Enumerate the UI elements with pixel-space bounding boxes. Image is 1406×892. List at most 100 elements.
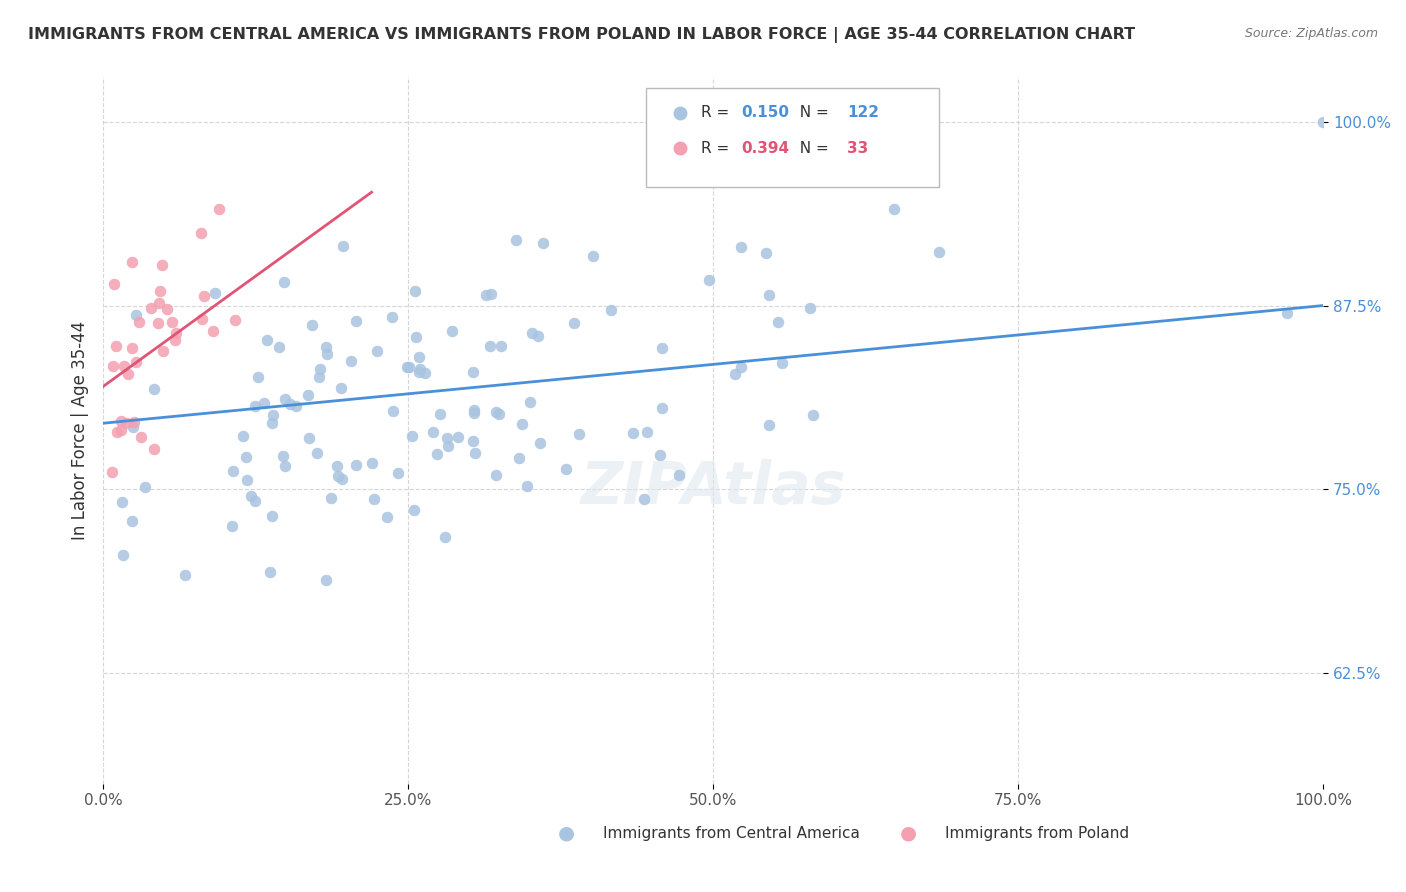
Point (128, 315, 150, 329)
Point (520, 326, 543, 340)
Point (121, 341, 143, 355)
Text: Source: ZipAtlas.com: Source: ZipAtlas.com (1244, 27, 1378, 40)
Point (201, 324, 224, 338)
Point (143, 382, 166, 396)
Point (437, 439, 460, 453)
Point (160, 315, 183, 329)
Point (633, 491, 655, 506)
Point (382, 404, 405, 418)
Point (273, 276, 295, 290)
Point (107, 425, 129, 440)
FancyBboxPatch shape (647, 88, 939, 187)
Text: 0.150: 0.150 (741, 105, 789, 120)
Point (190, 226, 212, 240)
Text: 33: 33 (848, 141, 869, 155)
Point (600, 303, 623, 318)
Point (148, 296, 170, 310)
Point (193, 289, 215, 303)
Point (758, 288, 780, 302)
Point (111, 549, 134, 563)
Point (699, 273, 721, 287)
Point (262, 408, 284, 422)
Point (122, 415, 145, 429)
Point (245, 494, 267, 508)
Point (326, 459, 349, 474)
Point (315, 573, 337, 587)
Point (651, 401, 673, 416)
Point (332, 239, 354, 253)
Point (436, 431, 458, 445)
Point (316, 347, 339, 361)
Point (121, 420, 143, 434)
Point (101, 359, 124, 374)
Point (755, 245, 778, 260)
Point (260, 509, 283, 524)
Point (387, 466, 409, 480)
Point (396, 359, 419, 374)
Point (267, 340, 290, 354)
Point (405, 330, 427, 344)
Point (274, 392, 297, 407)
Point (308, 362, 330, 376)
Point (730, 360, 752, 375)
Point (152, 344, 174, 359)
Point (516, 479, 538, 493)
Point (401, 429, 423, 443)
Point (568, 427, 591, 442)
Point (1312, 114, 1334, 128)
Point (408, 362, 430, 376)
Point (621, 425, 644, 440)
Point (375, 509, 398, 524)
Point (103, 277, 125, 292)
Point (232, 429, 254, 443)
Point (648, 448, 671, 462)
Point (256, 333, 278, 347)
Point (346, 458, 368, 472)
Point (413, 366, 436, 380)
Point (141, 301, 163, 315)
Point (308, 370, 330, 384)
Point (398, 360, 420, 375)
Point (883, 202, 905, 217)
Point (340, 354, 363, 368)
Point (408, 350, 430, 364)
Point (402, 502, 425, 516)
Point (301, 318, 323, 332)
Point (799, 301, 821, 316)
Text: 0.394: 0.394 (741, 141, 789, 155)
Point (463, 406, 485, 420)
Point (208, 202, 231, 216)
Point (236, 473, 259, 487)
Point (519, 394, 541, 409)
Point (529, 436, 551, 450)
Point (315, 340, 337, 354)
Point (724, 367, 747, 381)
Point (344, 313, 367, 327)
Text: 122: 122 (848, 105, 879, 120)
Point (329, 381, 352, 395)
Point (165, 326, 187, 340)
Point (730, 240, 752, 254)
Point (273, 449, 295, 463)
Point (150, 258, 173, 272)
Point (224, 313, 246, 327)
Point (491, 339, 513, 353)
Point (361, 456, 384, 470)
Text: R =: R = (702, 105, 734, 120)
Text: N =: N = (790, 141, 834, 155)
Point (447, 429, 470, 443)
Point (112, 359, 135, 373)
Text: ZIPAtlas: ZIPAtlas (581, 458, 846, 516)
Point (204, 286, 226, 301)
Point (582, 249, 605, 263)
Point (259, 565, 281, 579)
Point (510, 417, 533, 431)
Point (332, 472, 354, 486)
Point (440, 324, 463, 338)
Point (531, 235, 554, 250)
Point (475, 288, 498, 302)
Point (260, 417, 283, 431)
Point (124, 355, 146, 369)
Point (298, 431, 321, 445)
Point (297, 388, 319, 402)
